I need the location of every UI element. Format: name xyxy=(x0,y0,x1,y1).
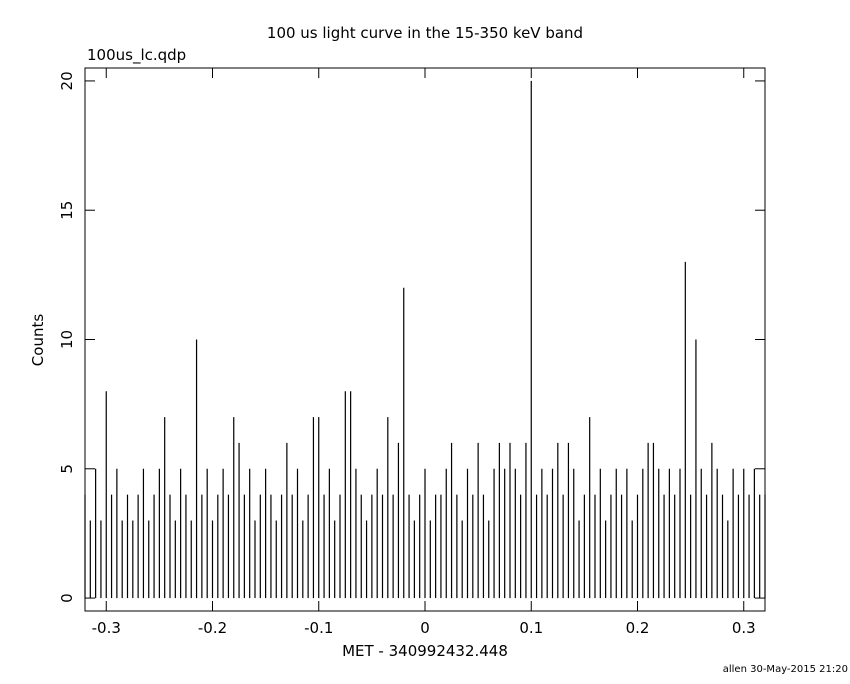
x-tick-label: -0.3 xyxy=(92,619,121,637)
y-tick-label: 5 xyxy=(58,464,76,474)
x-axis-label: MET - 340992432.448 xyxy=(342,642,508,660)
y-tick-label: 10 xyxy=(58,330,76,349)
footer: allen 30-May-2015 21:20 xyxy=(723,664,848,675)
x-tick-label: 0.1 xyxy=(519,619,543,637)
chart-subtitle: 100us_lc.qdp xyxy=(87,46,186,65)
x-tick-label: -0.1 xyxy=(304,619,333,637)
y-tick-label: 0 xyxy=(58,593,76,603)
x-tick-label: 0.3 xyxy=(732,619,756,637)
y-axis-label: Counts xyxy=(29,314,47,367)
x-tick-label: -0.2 xyxy=(198,619,227,637)
y-tick-label: 20 xyxy=(58,71,76,90)
x-tick-label: 0.2 xyxy=(626,619,650,637)
y-tick-label: 15 xyxy=(58,201,76,220)
chart-title: 100 us light curve in the 15-350 keV ban… xyxy=(267,24,583,42)
x-tick-label: 0 xyxy=(420,619,430,637)
